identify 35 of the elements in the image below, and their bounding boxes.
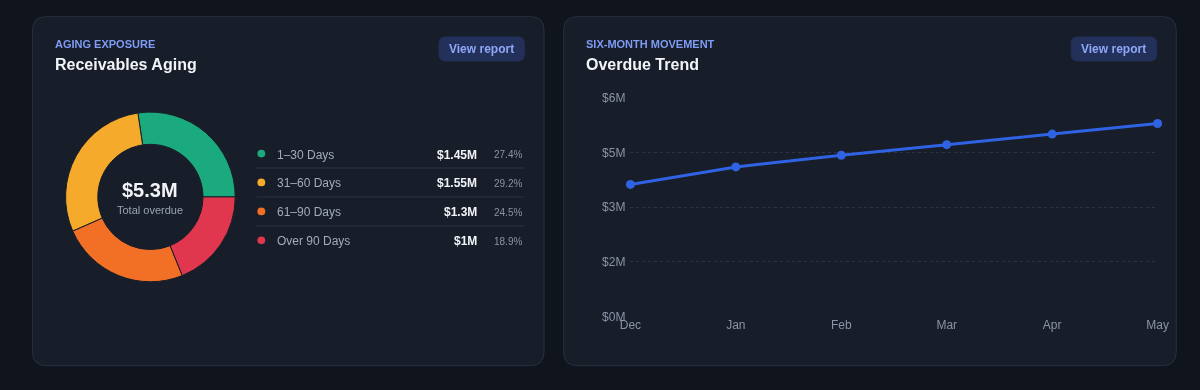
data-label: $1.3M — [444, 205, 478, 219]
text: $5.3M — [122, 179, 178, 201]
data-label: $1M — [454, 234, 478, 248]
chart-subtitle: SIX-MONTH MOVEMENT — [586, 38, 715, 50]
text: 18.9% — [494, 236, 523, 247]
text: View report — [449, 42, 515, 56]
text: 29.2% — [494, 178, 523, 189]
text: Total overdue — [117, 204, 184, 216]
x-tick-label: Feb — [830, 318, 852, 333]
text: 24.5% — [494, 207, 523, 218]
point — [625, 179, 635, 189]
legend-label: 61–90 Days — [277, 205, 342, 219]
point — [731, 162, 741, 172]
legend-label: Over 90 Days — [277, 234, 351, 248]
point — [836, 150, 846, 160]
y-tick-label: $5M — [602, 145, 626, 160]
data-label: $1.45M — [437, 148, 478, 162]
y-tick-label: $2M — [602, 254, 626, 269]
y-tick-label: $6M — [602, 90, 626, 105]
point — [1047, 129, 1057, 139]
x-tick-label: Jan — [726, 318, 746, 333]
text: 27.4% — [494, 149, 523, 160]
point — [942, 140, 952, 150]
chart-subtitle: AGING EXPOSURE — [55, 38, 156, 50]
data-label: $1.55M — [437, 176, 478, 190]
x-tick-label: Mar — [936, 318, 958, 333]
chart-title: Overdue Trend — [586, 56, 699, 73]
x-tick-label: Apr — [1042, 318, 1062, 333]
chart-title: Receivables Aging — [55, 56, 197, 73]
x-tick-label: May — [1146, 318, 1169, 333]
legend-label: 1–30 Days — [277, 148, 335, 162]
point — [1153, 119, 1163, 129]
legend-label: 31–60 Days — [277, 176, 342, 190]
y-tick-label: $3M — [602, 200, 626, 215]
text: View report — [1081, 42, 1147, 56]
